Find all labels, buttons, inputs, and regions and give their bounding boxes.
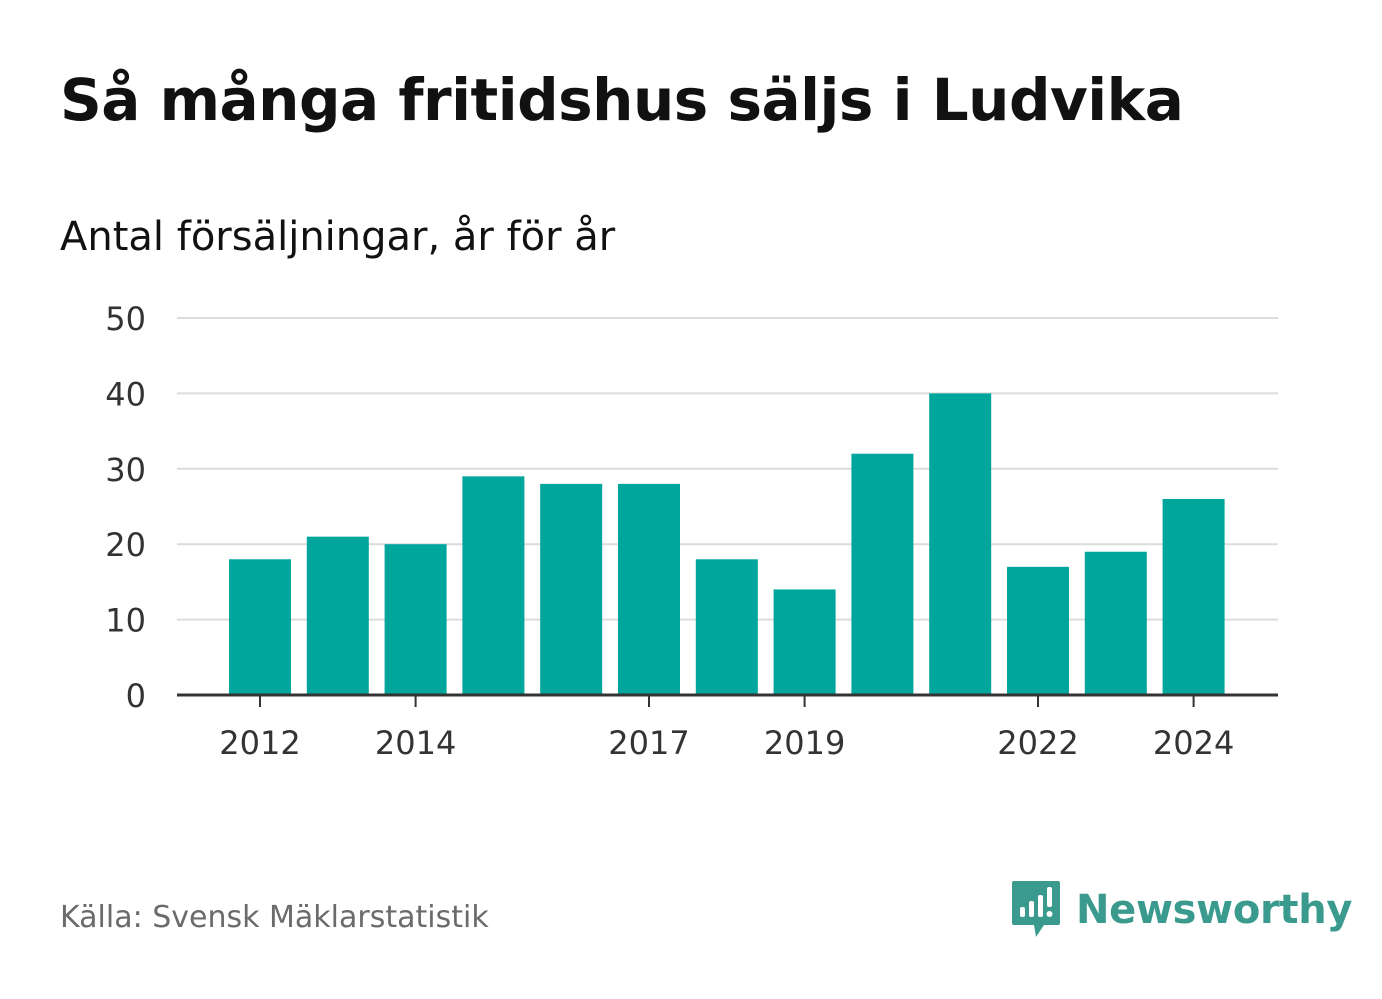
x-tick-label: 2017: [608, 724, 689, 762]
y-tick-label: 20: [105, 526, 146, 564]
x-axis: [177, 693, 1278, 707]
x-tick-label: 2012: [219, 724, 300, 762]
bar-2012: [229, 559, 291, 695]
bars: [229, 393, 1225, 695]
x-tick-label: 2019: [764, 724, 845, 762]
chart-subtitle: Antal försäljningar, år för år: [60, 214, 616, 260]
bar-2021: [929, 393, 992, 695]
bar-2020: [851, 453, 914, 695]
bar-chart-speech-bubble-icon: [1012, 881, 1060, 937]
brand-name: Newsworthy: [1076, 887, 1353, 933]
bar-2024: [1162, 498, 1225, 695]
bar-2013: [306, 536, 369, 695]
source-note: Källa: Svensk Mäklarstatistik: [60, 900, 489, 935]
y-tick-label: 30: [105, 451, 146, 489]
x-tick-label: 2024: [1153, 724, 1234, 762]
x-tick-labels: 2012 2014 2017 2019 2022 2024: [219, 724, 1234, 762]
bar-2014: [384, 544, 447, 695]
bar-2023: [1084, 551, 1147, 695]
bar-2017: [618, 483, 680, 695]
bar-2019: [773, 589, 836, 695]
bar-2015: [462, 476, 525, 695]
brand-logo: Newsworthy: [1010, 878, 1353, 942]
x-tick-label: 2022: [997, 724, 1078, 762]
x-tick-label: 2014: [375, 724, 456, 762]
y-tick-labels: 0 10 20 30 40 50: [105, 300, 146, 715]
bar-2018: [695, 559, 758, 695]
chart-title: Så många fritidshus säljs i Ludvika: [60, 66, 1184, 134]
y-tick-label: 50: [105, 300, 146, 338]
y-tick-label: 10: [105, 602, 146, 640]
y-tick-label: 0: [126, 677, 146, 715]
bar-2022: [1007, 566, 1069, 695]
y-tick-label: 40: [105, 375, 146, 413]
bar-2016: [540, 483, 603, 695]
